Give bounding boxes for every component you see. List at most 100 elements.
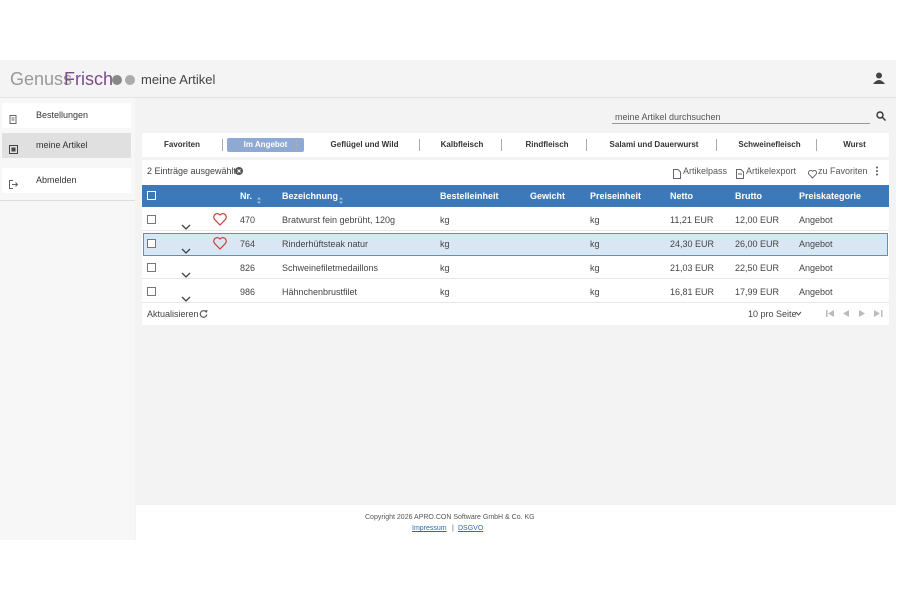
column-header[interactable]: Preiskategorie <box>799 191 862 201</box>
table-cell: 16,81 EUR <box>670 287 715 297</box>
row-checkbox[interactable] <box>147 263 156 272</box>
sort-icon[interactable] <box>338 192 344 204</box>
tab[interactable]: Salami und Dauerwurst <box>609 140 699 149</box>
page-title: meine Artikel <box>141 72 216 87</box>
tab-bar: Favoriten Im Angebot Geflügel und Wild Kalb… <box>142 133 889 157</box>
tab[interactable]: Schweinefleisch <box>738 140 801 149</box>
logo-icons <box>112 75 135 85</box>
table-cell: 26,00 EUR <box>735 239 780 249</box>
column-header[interactable]: Nr. <box>240 191 253 201</box>
sidebar-icon <box>9 176 19 189</box>
tab[interactable]: Im Angebot <box>227 138 304 152</box>
table-cell: kg <box>590 215 600 225</box>
dropdown-chevron[interactable] <box>795 311 802 316</box>
table-row[interactable] <box>142 280 889 303</box>
toolbar-action[interactable]: zu Favoriten <box>818 166 868 176</box>
table-cell: Bratwurst fein gebrüht, 120g <box>282 215 396 225</box>
column-header[interactable]: Brutto <box>735 191 762 201</box>
table-cell: 17,99 EUR <box>735 287 780 297</box>
table-cell: 986 <box>240 287 256 297</box>
toolbar-action[interactable]: Artikelexport <box>746 166 797 176</box>
tab-separator <box>222 139 223 151</box>
row-checkbox[interactable] <box>147 215 156 224</box>
expand-chevron[interactable] <box>181 217 191 230</box>
column-header[interactable]: Gewicht <box>530 191 566 201</box>
column-header[interactable]: Bestelleinheit <box>440 191 499 201</box>
table-cell: 12,00 EUR <box>735 215 780 225</box>
sidebar-item[interactable]: Abmelden <box>2 168 131 193</box>
toolbar-action[interactable]: Artikelpass <box>683 166 728 176</box>
page-size-select[interactable]: 10 pro Seite <box>748 309 797 319</box>
table-cell: 11,21 EUR <box>670 215 714 225</box>
copyright: Copyright 2026 APRO.CON Software GmbH & … <box>365 514 535 521</box>
logo-part: Frisch <box>64 69 113 89</box>
table-row[interactable] <box>142 208 889 231</box>
tab-separator <box>419 139 420 151</box>
table-cell: 21,03 EUR <box>670 263 715 273</box>
table-cell: Hähnchenbrustfilet <box>282 287 358 297</box>
tab[interactable]: Favoriten <box>163 140 200 149</box>
tab[interactable]: Wurst <box>843 140 866 149</box>
tab[interactable]: Rindfleisch <box>525 140 569 149</box>
selection-count: 2 Einträge ausgewählt <box>147 166 237 176</box>
table-cell: kg <box>590 239 600 249</box>
more-menu[interactable] <box>875 166 879 176</box>
tab[interactable]: Kalbfleisch <box>440 140 484 149</box>
table-cell: 22,50 EUR <box>735 263 780 273</box>
sort-icon[interactable] <box>256 192 262 204</box>
sidebar-item[interactable]: Bestellungen <box>2 103 131 128</box>
favorite-heart[interactable] <box>213 212 227 226</box>
sidebar-icon <box>9 141 18 154</box>
table-cell: Angebot <box>799 263 833 273</box>
table-cell: 24,30 EUR <box>670 239 715 249</box>
expand-chevron[interactable] <box>181 265 191 278</box>
column-header[interactable]: Netto <box>670 191 693 201</box>
table-cell: 826 <box>240 263 256 273</box>
row-checkbox[interactable] <box>147 239 156 248</box>
refresh-button[interactable]: Aktualisieren <box>147 309 199 319</box>
sidebar-divider <box>0 200 135 201</box>
search-icon[interactable] <box>876 111 886 121</box>
pagination[interactable] <box>826 309 884 318</box>
table-cell: kg <box>440 239 450 249</box>
column-header[interactable]: Preiseinheit <box>590 191 642 201</box>
expand-chevron[interactable] <box>181 289 191 302</box>
table-cell: kg <box>590 263 600 273</box>
table-cell: kg <box>590 287 600 297</box>
table-cell: Angebot <box>799 215 833 225</box>
action-icon[interactable] <box>736 166 745 179</box>
tab-separator <box>816 139 817 151</box>
action-icon[interactable] <box>807 166 818 179</box>
tab-separator <box>296 139 297 151</box>
table-cell: Schweinefiletmedaillons <box>282 263 379 273</box>
action-icon[interactable] <box>673 166 682 179</box>
table-cell: 764 <box>240 239 256 249</box>
sidebar-icon <box>9 111 18 124</box>
refresh-icon[interactable] <box>199 309 208 318</box>
sidebar-item[interactable]: meine Artikel <box>2 133 131 158</box>
tab[interactable]: Geflügel und Wild <box>330 140 399 149</box>
search-box[interactable]: meine Artikel durchsuchen <box>612 109 870 124</box>
select-all-checkbox[interactable] <box>147 191 156 200</box>
footer: Copyright 2026 APRO.CON Software GmbH & … <box>136 505 896 540</box>
table-cell: kg <box>440 215 450 225</box>
table-cell: 470 <box>240 215 256 225</box>
tab-separator <box>501 139 502 151</box>
user-icon[interactable] <box>873 72 885 84</box>
footer-link[interactable]: DSGVO <box>458 525 484 532</box>
tab-separator <box>586 139 587 151</box>
footer-link[interactable]: Impressum <box>412 525 447 532</box>
favorite-heart[interactable] <box>213 236 227 250</box>
table-cell: Angebot <box>799 239 833 249</box>
top-bar: Genuss Frisch meine Artikel <box>0 60 896 98</box>
footer-separator: | <box>452 525 454 532</box>
expand-chevron[interactable] <box>181 241 191 254</box>
table-header <box>142 185 889 207</box>
table-row[interactable] <box>142 256 889 279</box>
column-header[interactable]: Bezeichnung <box>282 191 339 201</box>
logo-part: Genuss <box>10 69 73 89</box>
table-row[interactable] <box>143 233 888 256</box>
row-checkbox[interactable] <box>147 287 156 296</box>
clear-selection[interactable] <box>235 167 243 175</box>
